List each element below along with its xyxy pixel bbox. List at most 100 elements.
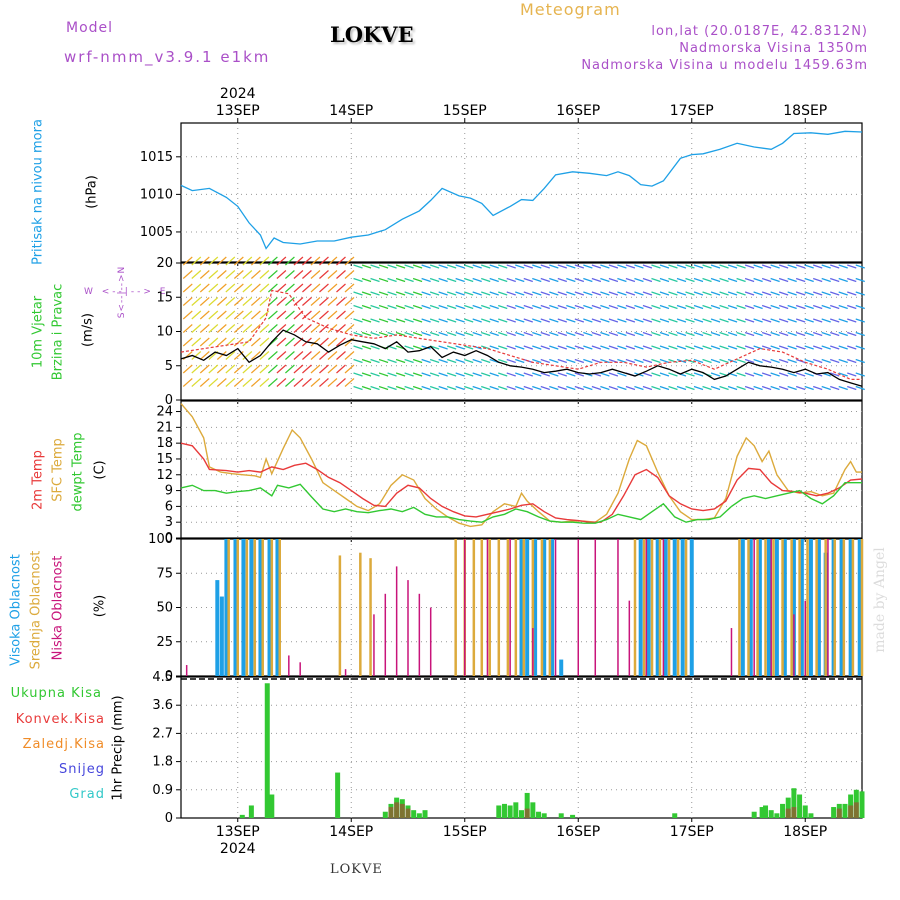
wind-barb: [250, 310, 261, 320]
wind-barb: [634, 345, 644, 350]
wind-barb: [591, 385, 602, 391]
wind-barb: [463, 345, 474, 350]
wind-barb: [591, 291, 602, 296]
wind-barb: [591, 358, 602, 364]
wind-barb: [515, 345, 525, 350]
wind-barb: [830, 277, 840, 283]
precip-total-bar: [264, 683, 270, 818]
cloud-low-bar: [509, 539, 511, 676]
wind-barb: [327, 364, 338, 374]
wind-ytick-label: 5: [165, 359, 173, 374]
wind-barb: [267, 270, 278, 279]
wind-barb: [651, 331, 661, 337]
model-name: wrf-nmm_v3.9.1 e1km: [64, 48, 271, 66]
wind-barb: [625, 291, 636, 296]
wind-barb: [378, 318, 389, 323]
wind-barb: [753, 277, 763, 283]
wind-barb: [557, 331, 568, 337]
wind-barb: [455, 358, 465, 364]
wind-barb: [847, 304, 857, 310]
wind-barb: [651, 277, 661, 283]
wind-barb: [532, 331, 542, 337]
wind-barb: [319, 283, 329, 293]
wind-barb: [515, 277, 525, 283]
wind-barb: [370, 372, 380, 377]
wind-barb: [216, 270, 227, 279]
cloud-high-bar: [525, 539, 530, 676]
wind-barb: [336, 297, 346, 306]
wind-barb: [395, 358, 406, 364]
wind-barb: [327, 337, 338, 347]
cloud-low-bar: [486, 539, 489, 676]
wind-barb: [523, 318, 533, 323]
precip-ytick-label: 0.9: [152, 783, 173, 798]
wind-barb: [293, 283, 304, 293]
wind-barb: [813, 318, 823, 323]
wind-barb: [600, 358, 610, 364]
wind-barb: [736, 345, 746, 350]
cloud-high-bar: [689, 539, 694, 676]
wind-barb: [267, 310, 278, 320]
wind-barb: [319, 270, 329, 279]
wind-barb: [804, 385, 814, 391]
wind-barb: [276, 337, 287, 347]
wind-barb: [600, 372, 610, 377]
wind-barb: [233, 364, 244, 374]
wind-barb: [583, 358, 593, 364]
wind-barb: [395, 331, 406, 337]
wind-barb: [191, 297, 202, 306]
precip-total-bar: [536, 811, 542, 818]
wind-barb: [182, 270, 193, 279]
wind-barb: [191, 270, 202, 279]
wind-barb: [421, 264, 431, 269]
wind-barb: [233, 337, 244, 347]
wind-barb: [302, 297, 312, 306]
wind-barb: [574, 372, 585, 377]
wind-barb: [515, 358, 525, 364]
wind-barb: [250, 270, 261, 279]
wind-barb: [404, 331, 414, 337]
wind-barb: [719, 291, 729, 296]
wind-barb: [361, 331, 372, 337]
temperature-ytick-label: 6: [165, 499, 173, 514]
wind-barb: [438, 304, 448, 310]
cloud-high-bar: [839, 539, 844, 676]
wind-barb: [395, 304, 406, 310]
cloud-mid-bar: [642, 539, 646, 676]
cloud-mid-bar: [790, 539, 793, 676]
precip-conv-bar: [791, 807, 797, 818]
wind-barb: [353, 372, 363, 377]
wind-barb: [566, 318, 576, 323]
wind-barb: [540, 331, 550, 337]
wind-barb: [532, 345, 542, 350]
wind-barb: [429, 358, 440, 364]
cloud-mid-bar: [261, 539, 264, 676]
wind-barb: [481, 264, 491, 269]
wind-barb: [182, 364, 193, 374]
lonlat-info: lon,lat (20.0187E, 42.8312N): [651, 24, 868, 39]
wind-barb: [455, 385, 465, 391]
wind-barb: [489, 385, 499, 391]
wind-barb: [668, 331, 678, 337]
wind-barb: [761, 331, 772, 337]
wind-barb: [847, 291, 857, 296]
wind-barb: [540, 372, 550, 377]
wind-barb: [855, 264, 865, 269]
cloud-mid-bar: [658, 539, 662, 676]
wind-barb: [310, 351, 321, 360]
wind-barb: [344, 283, 355, 293]
wind-ytick-label: 15: [156, 290, 173, 305]
cloud-mid-bar: [650, 539, 654, 676]
wind-barb: [600, 304, 610, 310]
wind-barb: [412, 304, 423, 310]
wind-barb: [506, 264, 516, 269]
wind-barb: [182, 283, 193, 293]
cloud-high-bar: [740, 539, 745, 676]
wind-barb: [344, 351, 355, 360]
wind-barb: [719, 385, 729, 391]
wind-barb: [523, 372, 533, 377]
wind-barb: [250, 297, 261, 306]
wind-barb: [608, 331, 619, 337]
wind-barb: [191, 283, 202, 293]
wind-barb: [233, 378, 244, 387]
